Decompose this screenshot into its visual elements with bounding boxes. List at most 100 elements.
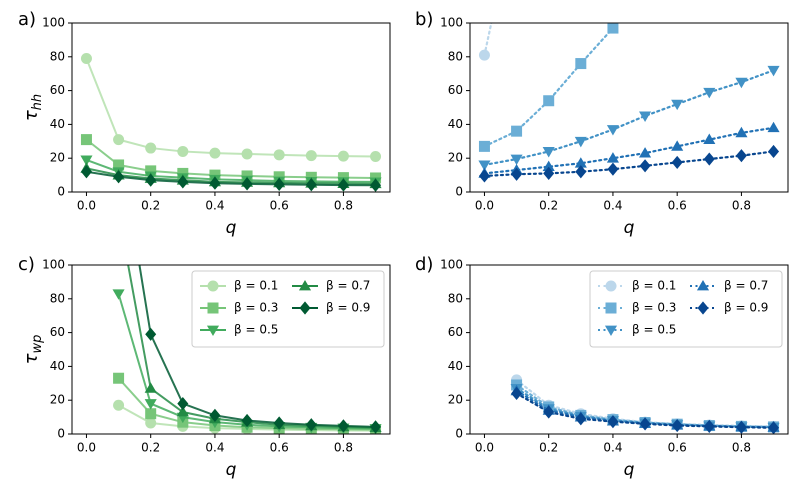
marker <box>542 160 555 172</box>
y-label-sub: wp <box>30 335 45 354</box>
x-tick-label: 0.0 <box>77 441 96 455</box>
marker <box>735 126 748 138</box>
marker <box>80 134 92 146</box>
legend-label: β = 0.5 <box>234 323 278 337</box>
marker <box>145 142 157 154</box>
marker <box>478 169 490 183</box>
marker <box>273 416 285 430</box>
marker <box>703 133 716 145</box>
marker <box>337 178 349 192</box>
plot-area <box>80 52 382 192</box>
marker <box>113 170 125 184</box>
marker <box>703 152 715 166</box>
panel: 0.0 0.2 0.4 0.6 0.8 0 20 40 60 80 100 c) q τwp β = 0.1… <box>18 254 391 480</box>
marker <box>305 418 317 432</box>
x-tick-label: 0.2 <box>539 441 558 455</box>
axes-frame <box>469 22 789 193</box>
marker <box>80 165 92 179</box>
x-tick-label: 0.6 <box>270 199 289 213</box>
panel-label: b) <box>415 9 433 30</box>
marker <box>113 159 125 171</box>
legend-label: β = 0.1 <box>632 279 676 293</box>
marker <box>574 136 587 148</box>
marker <box>145 408 157 420</box>
axes-frame <box>71 264 391 435</box>
marker <box>113 134 125 146</box>
marker <box>510 154 523 166</box>
marker <box>370 178 382 192</box>
marker <box>370 420 382 434</box>
y-tick-label: 60 <box>50 83 65 97</box>
marker <box>145 417 157 429</box>
panel: 0.0 0.2 0.4 0.6 0.8 0 20 40 60 80 100 a) q τhh <box>18 9 391 238</box>
marker <box>696 279 710 291</box>
legend-label: β = 0.1 <box>234 279 278 293</box>
legend-label: β = 0.7 <box>724 279 768 293</box>
marker <box>144 382 157 393</box>
marker <box>209 176 221 190</box>
marker <box>639 159 651 173</box>
x-tick-label: 0.6 <box>668 441 687 455</box>
marker <box>606 152 619 163</box>
x-axis-label: q <box>624 218 635 238</box>
marker <box>112 289 125 300</box>
x-tick-label: 0.4 <box>603 441 622 455</box>
panel-label: c) <box>18 254 35 275</box>
series-line <box>483 23 493 57</box>
marker <box>177 175 189 189</box>
x-tick-label: 0.6 <box>270 441 289 455</box>
y-tick-label: 20 <box>448 151 463 165</box>
y-tick-label: 0 <box>57 185 65 199</box>
legend-label: β = 0.7 <box>326 279 370 293</box>
x-tick-label: 0.0 <box>475 441 494 455</box>
y-label-main: τ <box>21 353 42 364</box>
x-tick-label: 0.6 <box>668 199 687 213</box>
x-tick-label: 0.4 <box>205 199 224 213</box>
y-tick-label: 0 <box>57 427 65 441</box>
x-tick-label: 0.8 <box>732 441 751 455</box>
plot-area <box>112 265 382 434</box>
x-tick-label: 0.2 <box>141 441 160 455</box>
marker <box>207 280 219 292</box>
y-tick-label: 20 <box>50 151 65 165</box>
y-tick-label: 60 <box>448 83 463 97</box>
y-label-main: τ <box>21 110 42 121</box>
marker <box>305 150 317 162</box>
marker <box>605 280 617 292</box>
series-line <box>483 26 615 148</box>
axes-frame <box>71 22 391 193</box>
series-line <box>85 170 377 187</box>
marker <box>113 372 125 384</box>
marker <box>273 177 285 191</box>
marker <box>607 415 619 429</box>
marker <box>478 160 491 172</box>
x-tick-label: 0.8 <box>732 199 751 213</box>
x-tick-label: 0.0 <box>475 199 494 213</box>
marker <box>639 417 651 431</box>
marker <box>145 165 157 177</box>
marker <box>606 125 619 136</box>
marker <box>145 327 157 341</box>
marker <box>607 23 619 34</box>
series-line <box>483 150 775 178</box>
marker <box>511 167 523 181</box>
marker <box>370 151 382 163</box>
marker <box>543 166 555 181</box>
marker <box>703 419 715 433</box>
x-tick-label: 0.4 <box>205 441 224 455</box>
x-axis-label: q <box>226 460 237 480</box>
plot-area <box>510 374 780 434</box>
y-tick-label: 100 <box>440 258 463 272</box>
marker <box>575 412 587 426</box>
marker <box>273 149 285 161</box>
marker <box>768 421 780 434</box>
marker <box>671 99 684 111</box>
marker <box>209 408 221 423</box>
y-tick-label: 100 <box>440 16 463 30</box>
marker <box>543 95 555 107</box>
panel-label: a) <box>18 9 36 30</box>
marker <box>80 52 92 64</box>
x-tick-label: 0.4 <box>603 199 622 213</box>
series-line <box>483 69 775 167</box>
